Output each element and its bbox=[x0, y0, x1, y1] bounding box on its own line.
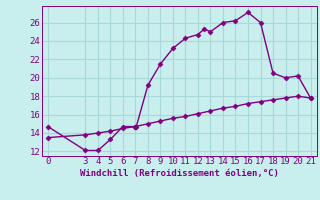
X-axis label: Windchill (Refroidissement éolien,°C): Windchill (Refroidissement éolien,°C) bbox=[80, 169, 279, 178]
